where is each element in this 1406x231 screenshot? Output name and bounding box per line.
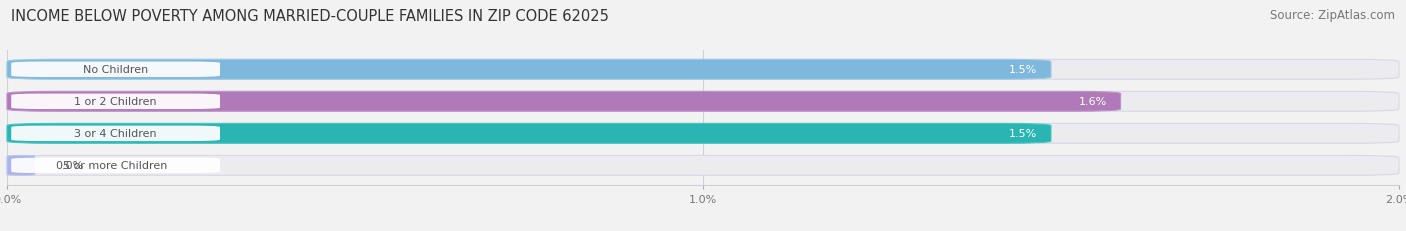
- FancyBboxPatch shape: [11, 158, 219, 173]
- Text: 1.5%: 1.5%: [1010, 65, 1038, 75]
- FancyBboxPatch shape: [7, 156, 1399, 176]
- Text: INCOME BELOW POVERTY AMONG MARRIED-COUPLE FAMILIES IN ZIP CODE 62025: INCOME BELOW POVERTY AMONG MARRIED-COUPL…: [11, 9, 609, 24]
- FancyBboxPatch shape: [7, 124, 1399, 144]
- Text: 1.6%: 1.6%: [1078, 97, 1107, 107]
- Text: 1 or 2 Children: 1 or 2 Children: [75, 97, 157, 107]
- FancyBboxPatch shape: [7, 60, 1050, 80]
- FancyBboxPatch shape: [7, 92, 1399, 112]
- FancyBboxPatch shape: [7, 92, 1121, 112]
- FancyBboxPatch shape: [7, 124, 1050, 144]
- FancyBboxPatch shape: [11, 62, 219, 78]
- Text: 5 or more Children: 5 or more Children: [63, 161, 167, 171]
- Text: 0.0%: 0.0%: [56, 161, 84, 171]
- FancyBboxPatch shape: [11, 94, 219, 109]
- Text: 3 or 4 Children: 3 or 4 Children: [75, 129, 157, 139]
- Text: Source: ZipAtlas.com: Source: ZipAtlas.com: [1270, 9, 1395, 22]
- Text: 1.5%: 1.5%: [1010, 129, 1038, 139]
- Text: No Children: No Children: [83, 65, 148, 75]
- FancyBboxPatch shape: [7, 60, 1399, 80]
- FancyBboxPatch shape: [7, 156, 35, 176]
- FancyBboxPatch shape: [11, 126, 219, 141]
